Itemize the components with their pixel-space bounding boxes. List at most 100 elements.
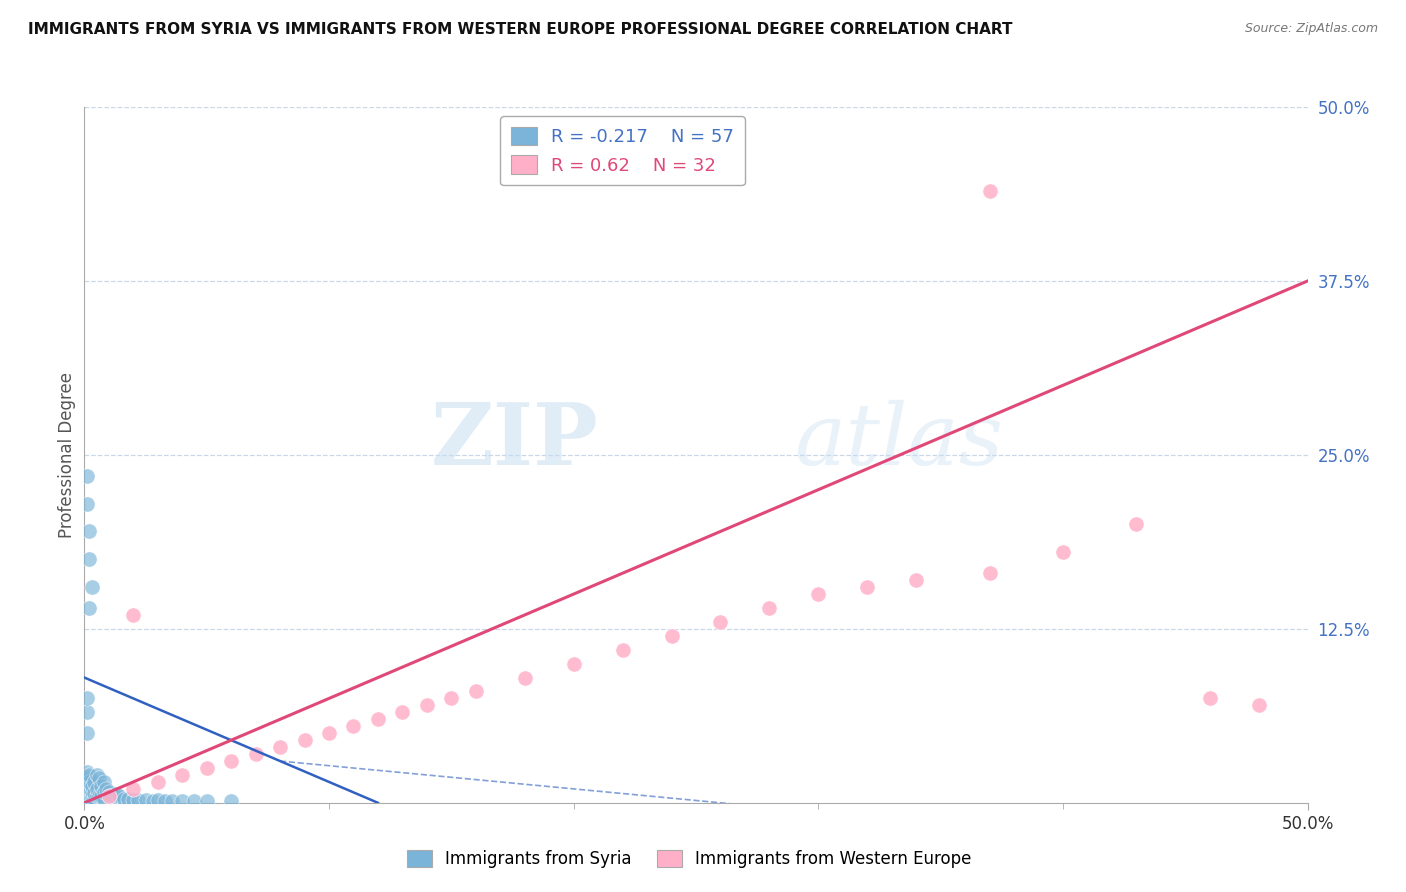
Point <box>86 768 108 782</box>
Point <box>76 691 98 706</box>
Point <box>76 793 98 807</box>
Point <box>1125 517 1147 532</box>
Point <box>97 789 120 803</box>
Point <box>807 587 830 601</box>
Point <box>77 524 100 539</box>
Point <box>146 793 169 807</box>
Point <box>76 775 98 789</box>
Point <box>562 657 585 671</box>
Point <box>90 789 112 803</box>
Point <box>80 794 103 808</box>
Point <box>93 791 115 805</box>
Point <box>153 794 176 808</box>
Point <box>77 794 100 808</box>
Point <box>1198 691 1220 706</box>
Point <box>219 754 242 768</box>
Point <box>391 706 413 720</box>
Point <box>269 740 291 755</box>
Point <box>97 785 120 799</box>
Point <box>77 552 100 566</box>
Point <box>77 775 100 789</box>
Text: ZIP: ZIP <box>430 399 598 483</box>
Point <box>80 785 103 799</box>
Point <box>195 761 218 775</box>
Point <box>103 789 125 803</box>
Point <box>80 790 103 805</box>
Point <box>612 642 634 657</box>
Point <box>183 794 205 808</box>
Point <box>86 789 108 803</box>
Point <box>76 706 98 720</box>
Point <box>80 779 103 793</box>
Y-axis label: Professional Degree: Professional Degree <box>58 372 76 538</box>
Point <box>440 691 463 706</box>
Point <box>77 791 100 805</box>
Point <box>76 779 98 793</box>
Point <box>77 793 100 807</box>
Point <box>76 791 98 805</box>
Point <box>142 794 165 808</box>
Point <box>856 580 879 594</box>
Point <box>219 794 242 808</box>
Point <box>172 768 194 782</box>
Point <box>76 781 98 796</box>
Point <box>122 781 145 796</box>
Point <box>87 789 110 803</box>
Point <box>758 601 780 615</box>
Legend: Immigrants from Syria, Immigrants from Western Europe: Immigrants from Syria, Immigrants from W… <box>399 843 979 875</box>
Point <box>76 765 98 780</box>
Point <box>117 791 139 805</box>
Point <box>76 771 98 785</box>
Point <box>93 775 115 789</box>
Point <box>979 566 1001 581</box>
Point <box>76 785 98 799</box>
Point <box>162 794 184 808</box>
Point <box>90 779 112 793</box>
Point <box>76 794 98 808</box>
Point <box>661 629 683 643</box>
Point <box>77 781 100 796</box>
Point <box>146 775 169 789</box>
Point <box>416 698 439 713</box>
Point <box>513 671 536 685</box>
Point <box>245 747 267 761</box>
Point <box>979 184 1001 198</box>
Point <box>76 468 98 483</box>
Point <box>122 793 145 807</box>
Point <box>172 794 194 808</box>
Point <box>709 615 731 629</box>
Text: atlas: atlas <box>794 400 1002 483</box>
Point <box>905 573 928 587</box>
Point <box>76 788 98 802</box>
Point <box>77 768 100 782</box>
Point <box>318 726 340 740</box>
Point <box>93 785 115 799</box>
Point <box>122 607 145 622</box>
Point <box>83 791 105 805</box>
Point <box>76 497 98 511</box>
Point <box>195 794 218 808</box>
Point <box>127 793 149 807</box>
Point <box>77 601 100 615</box>
Point <box>1052 545 1074 559</box>
Point <box>464 684 486 698</box>
Point <box>135 793 157 807</box>
Point <box>105 788 128 802</box>
Text: IMMIGRANTS FROM SYRIA VS IMMIGRANTS FROM WESTERN EUROPE PROFESSIONAL DEGREE CORR: IMMIGRANTS FROM SYRIA VS IMMIGRANTS FROM… <box>28 22 1012 37</box>
Point <box>1247 698 1270 713</box>
Point <box>100 789 122 803</box>
Point <box>76 790 98 805</box>
Point <box>87 771 110 785</box>
Point <box>107 789 129 803</box>
Point <box>294 733 316 747</box>
Point <box>80 580 103 594</box>
Legend: R = -0.217    N = 57, R = 0.62    N = 32: R = -0.217 N = 57, R = 0.62 N = 32 <box>501 116 745 186</box>
Text: Source: ZipAtlas.com: Source: ZipAtlas.com <box>1244 22 1378 36</box>
Point <box>367 712 389 726</box>
Point <box>342 719 364 733</box>
Point <box>86 781 108 796</box>
Point <box>83 775 105 789</box>
Point <box>83 786 105 800</box>
Point <box>76 726 98 740</box>
Point <box>112 791 135 805</box>
